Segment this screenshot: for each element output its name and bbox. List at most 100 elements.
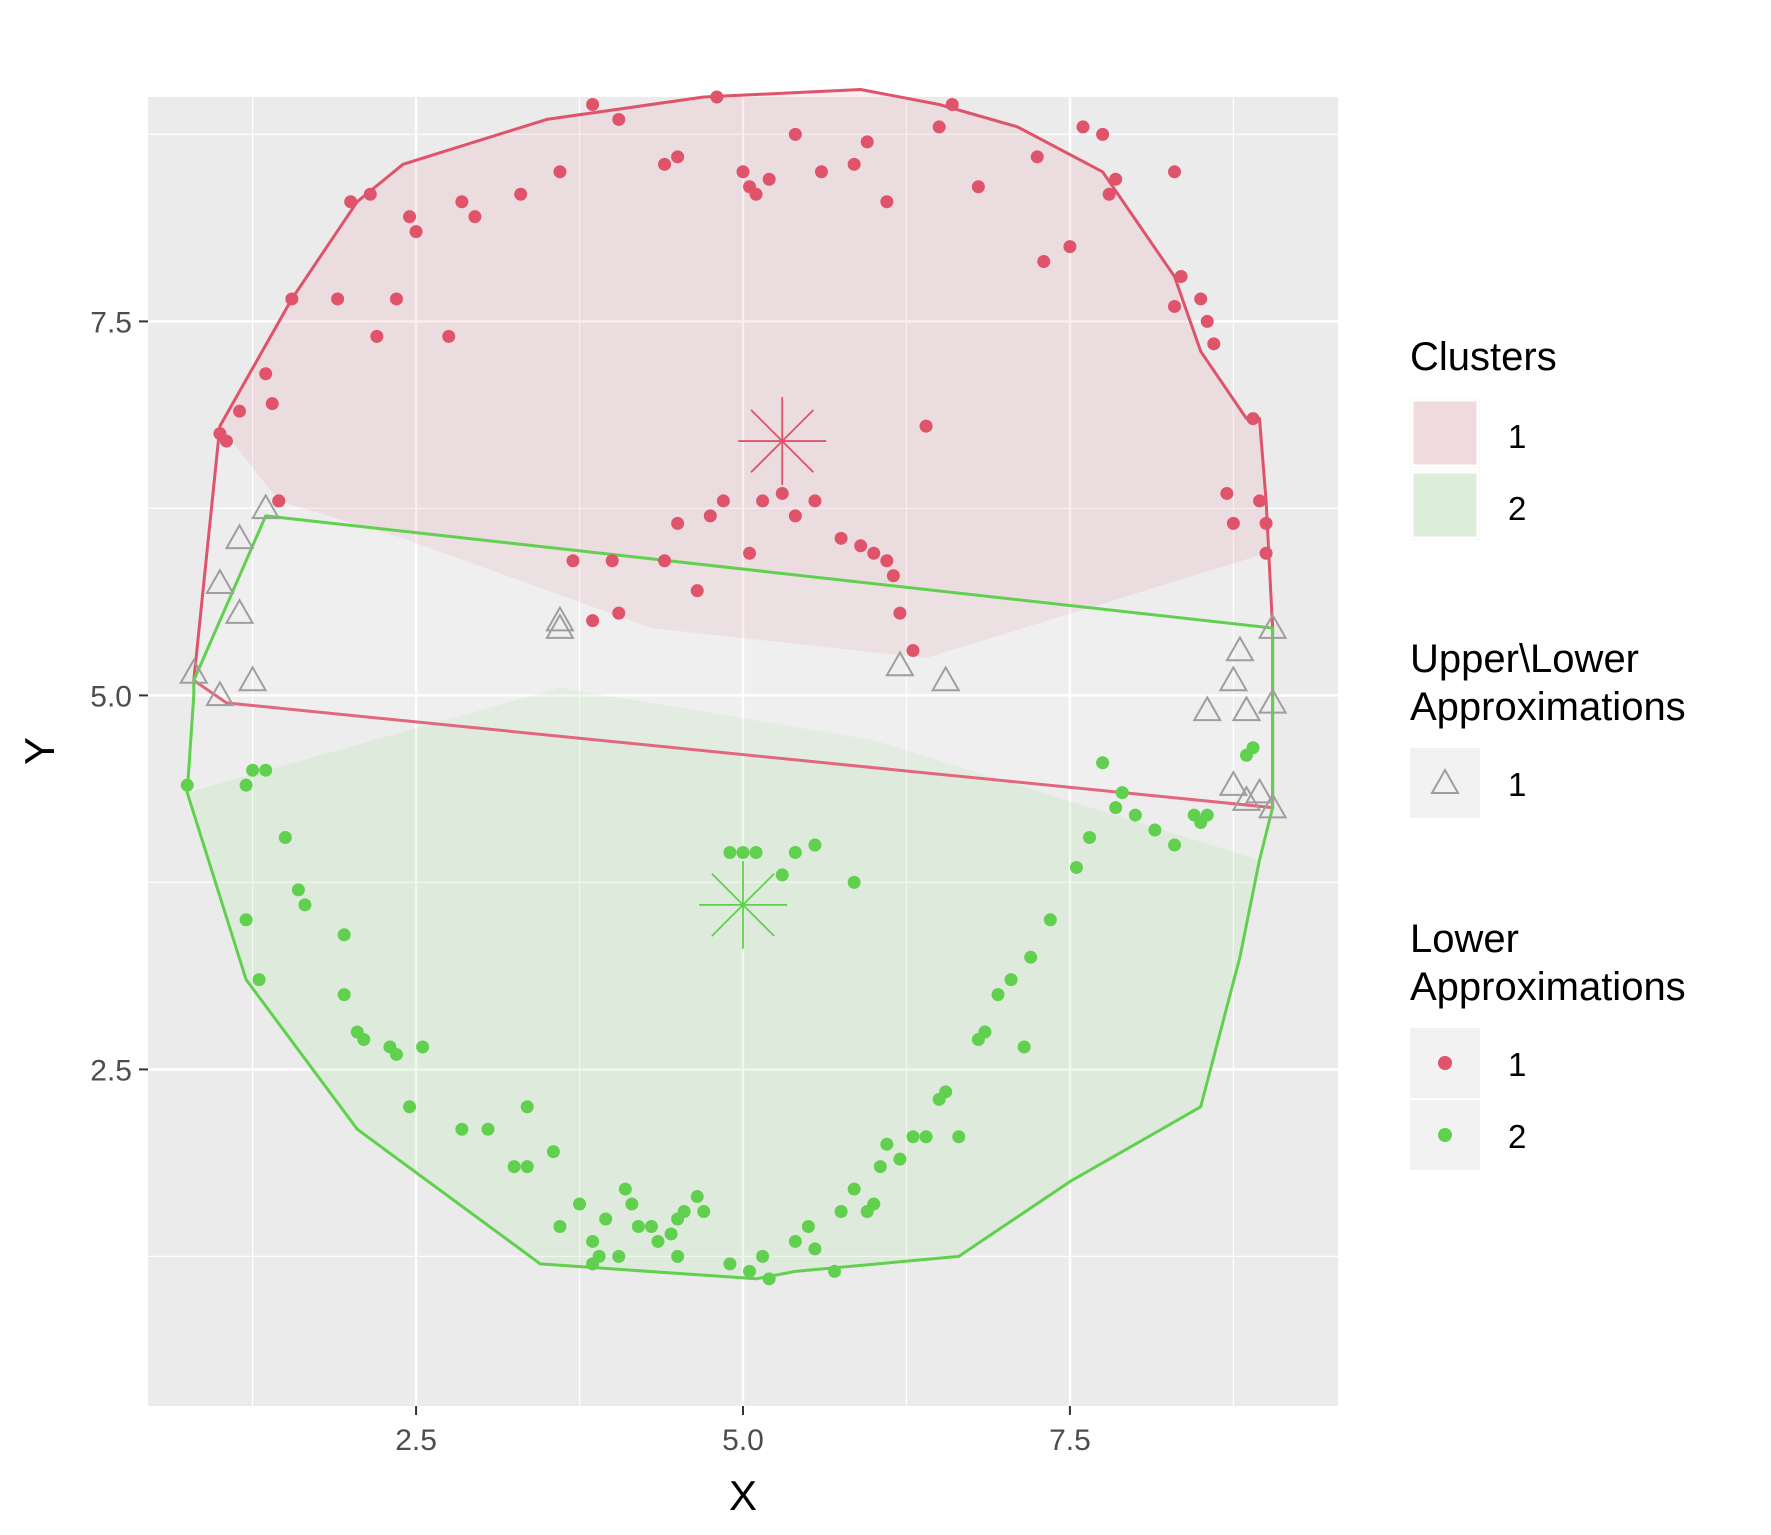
cluster-2-point [991, 988, 1005, 1002]
upper-lower-point [205, 680, 235, 707]
cluster-2-point [1069, 860, 1083, 874]
cluster-1-point [880, 554, 894, 568]
cluster-2-point [291, 883, 305, 897]
legend-clusters-label-2: 2 [1508, 490, 1526, 527]
cluster-1-point [403, 210, 417, 224]
x-tick-label: 2.5 [395, 1424, 437, 1457]
cluster-2-point [847, 875, 861, 889]
legend-upper-lower-triangle-1 [1430, 767, 1460, 794]
cluster-1-point [442, 329, 456, 343]
cluster-1-point [749, 187, 763, 201]
cluster-1-point [272, 494, 286, 508]
legend-lower-dot-1 [1438, 1056, 1452, 1070]
cluster-2-point [298, 898, 312, 912]
cluster-1-point [1168, 165, 1182, 179]
cluster-2-point [389, 1047, 403, 1061]
upper-lower-point [1231, 695, 1262, 722]
cluster-1-point [344, 195, 358, 209]
cluster-2-point [1246, 741, 1260, 755]
cluster-2-point [252, 973, 266, 987]
cluster-1-point [932, 120, 946, 134]
cluster-1-point [605, 554, 619, 568]
cluster-1-point [716, 494, 730, 508]
cluster-2-point [1148, 823, 1162, 837]
gridlines [148, 97, 1338, 1406]
cluster-2-point [239, 913, 253, 927]
legend-clusters-label-1: 1 [1508, 418, 1526, 455]
cluster-1-point [847, 157, 861, 171]
cluster-2-point [690, 1190, 704, 1204]
legend-clusters-key-2 [1410, 470, 1480, 540]
upper-lower-point [1257, 792, 1288, 819]
center-ray [711, 873, 775, 937]
cluster-1-point [788, 509, 802, 523]
upper-lower-point [250, 493, 281, 520]
y-tick-label: 7.5 [90, 306, 132, 339]
cluster-2-point [631, 1219, 645, 1233]
legend-clusters-swatch-2 [1410, 470, 1480, 540]
cluster-1-point [658, 554, 672, 568]
cluster-1-point [703, 509, 717, 523]
cluster-2-point [736, 845, 750, 859]
x-axis-title: X [729, 1472, 757, 1519]
lower-approximation-shading [187, 89, 1267, 1279]
cluster-2-point [416, 1040, 430, 1054]
y-tick-label: 5.0 [90, 680, 132, 713]
cluster-2-point [808, 838, 822, 852]
cluster-2-point [1109, 801, 1123, 815]
cluster-1-point [1168, 299, 1182, 313]
cluster-1-point [1194, 292, 1208, 306]
cluster-2-point [618, 1182, 632, 1196]
legend-upper-lower-title-line1: Upper\Lower [1410, 637, 1639, 681]
upper-lower-point [1225, 635, 1255, 662]
cluster-1-point [814, 165, 828, 179]
cluster-1-point [867, 546, 881, 560]
upper-lower-point [1257, 687, 1288, 714]
cluster-1-point [1259, 546, 1273, 560]
upper-lower-point [885, 650, 915, 677]
cluster-1-point [1220, 486, 1234, 500]
cluster-2-point [337, 988, 351, 1002]
cluster-2-point [828, 1264, 842, 1278]
upper-lower-point [1218, 770, 1249, 796]
cluster-2-point [592, 1249, 606, 1263]
cluster-2-point [952, 1130, 966, 1144]
cluster-2-point [403, 1100, 417, 1114]
cluster-1-point [710, 90, 724, 104]
cluster-1-point [233, 404, 247, 418]
cluster-1-center [738, 397, 827, 486]
upper-lower-point [205, 568, 235, 594]
cluster-1-point [1109, 172, 1123, 186]
cluster-1-point [612, 112, 626, 126]
cluster-1-point [736, 165, 750, 179]
cluster-1-point [886, 569, 900, 583]
cluster-1-point [586, 614, 600, 628]
cluster-2-point [507, 1160, 521, 1174]
cluster-2-point [1168, 838, 1182, 852]
cluster-1-point [971, 180, 985, 194]
legend-lower-dot-2 [1438, 1128, 1452, 1142]
cluster-2-point [939, 1085, 953, 1099]
cluster-1-point [906, 644, 920, 658]
cluster-2-point [788, 1234, 802, 1248]
cluster-1-point [1096, 127, 1110, 141]
cluster-1-point [553, 165, 567, 179]
upper-lower-point [1244, 777, 1275, 804]
y-tick-label: 2.5 [90, 1054, 132, 1087]
cluster-2-point [749, 845, 763, 859]
cluster-1-point [1246, 412, 1260, 426]
x-tick-label: 7.5 [1049, 1424, 1091, 1457]
data-points [179, 90, 1288, 1286]
cluster-2-point [1004, 973, 1018, 987]
center-ray [750, 409, 814, 473]
cluster-1-point [945, 97, 959, 111]
cluster-2-point [599, 1212, 613, 1226]
cluster-2-point [893, 1152, 907, 1166]
cluster-1-point [1030, 150, 1044, 164]
cluster-1-point [1207, 337, 1221, 351]
cluster-2-point [644, 1219, 658, 1233]
cluster-1-point [586, 97, 600, 111]
cluster-2-lower-shading [187, 687, 1260, 1279]
cluster-1-point [854, 539, 868, 553]
upper-lower-point [545, 605, 575, 632]
